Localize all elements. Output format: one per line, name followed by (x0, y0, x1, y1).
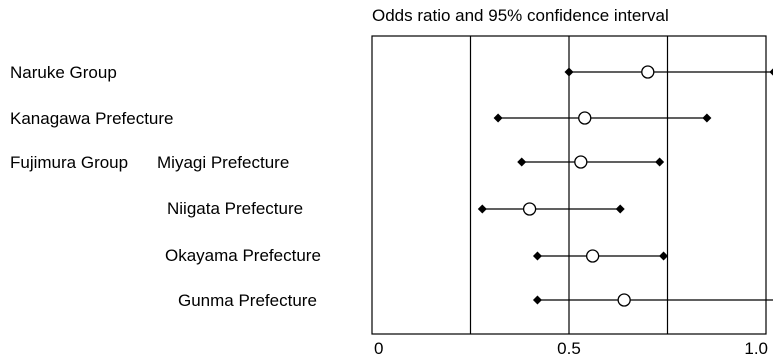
odds-ratio-point-3 (522, 202, 537, 216)
odds-ratio-point-0 (641, 65, 655, 79)
row-label-kanagawa: Kanagawa Prefecture (10, 109, 174, 128)
ci-low-marker-2 (517, 157, 527, 167)
odds-ratio-point-5 (617, 293, 631, 307)
ci-high-marker-1 (702, 113, 712, 123)
ci-high-marker-2 (655, 157, 665, 167)
ci-low-marker-0 (564, 67, 574, 77)
row-label-okayama: Okayama Prefecture (165, 246, 321, 265)
ci-high-marker-4 (659, 251, 669, 261)
row-label-naruke-group: Naruke Group (10, 63, 117, 82)
odds-ratio-point-1 (578, 111, 592, 125)
row-label-fujimura-group: Fujimura Group (10, 153, 129, 172)
ci-low-marker-1 (493, 113, 503, 123)
x-tick-label-1: 0.5 (557, 339, 581, 358)
x-tick-label-2: 1.0 (744, 339, 768, 358)
odds-ratio-point-4 (585, 249, 600, 263)
row-label-miyagi: Miyagi Prefecture (157, 153, 290, 172)
odds-ratio-point-2 (574, 155, 588, 169)
row-label-niigata: Niigata Prefecture (167, 199, 304, 218)
ci-high-marker-3 (615, 204, 625, 214)
ci-low-marker-3 (477, 204, 487, 214)
chart-title: Odds ratio and 95% confidence interval (372, 6, 669, 25)
ci-low-marker-5 (532, 295, 542, 305)
x-tick-label-0: 0 (374, 339, 383, 358)
ci-high-marker-0 (769, 68, 773, 76)
row-label-gunma: Gunma Prefecture (178, 291, 317, 310)
ci-low-marker-4 (532, 251, 542, 261)
